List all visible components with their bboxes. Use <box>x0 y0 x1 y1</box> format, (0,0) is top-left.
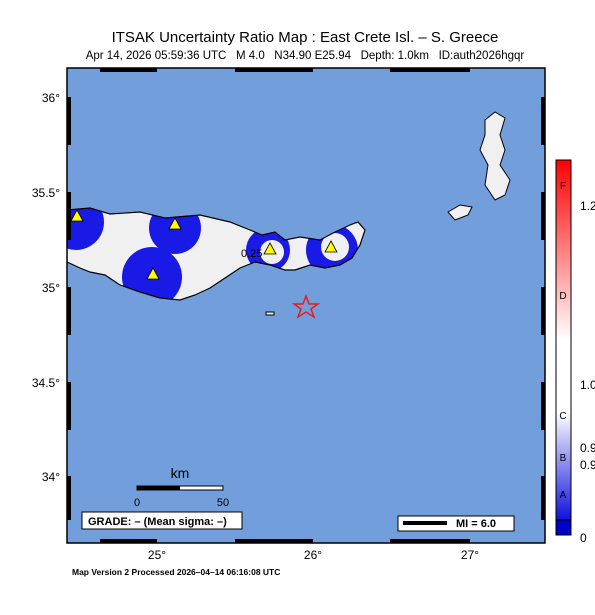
magnitude-box <box>397 515 515 532</box>
lat-labels: 36° 35.5° 35° 34.5° 34° <box>32 91 60 484</box>
grade-letter: F <box>560 181 566 192</box>
station <box>168 217 182 230</box>
lat-label: 34° <box>42 470 60 484</box>
grade-letter: C <box>559 411 566 422</box>
footer: Map Version 2 Processed 2026–04–14 06:16… <box>72 567 280 577</box>
colorbar-label: 0 <box>580 531 587 545</box>
grade-text: GRADE: – (Mean sigma: –) <box>88 516 227 528</box>
lat-label: 35.5° <box>32 186 60 200</box>
grade-box <box>81 511 243 530</box>
scale-label: 50 <box>217 497 229 509</box>
contour-label: 0.25 <box>241 248 262 260</box>
lon-labels: 25° 26° 27° <box>148 548 479 562</box>
lon-label: 25° <box>148 548 166 562</box>
colorbar-grades: F D C B A <box>559 181 566 501</box>
islet <box>265 311 275 316</box>
sea <box>67 68 545 543</box>
scale-label: 0 <box>134 497 140 509</box>
stations <box>70 209 338 280</box>
uncertainty-center <box>321 233 349 261</box>
grade-letter: A <box>560 490 567 501</box>
island <box>447 204 473 221</box>
frame-ticks <box>67 68 545 543</box>
grade-letter: D <box>559 291 566 302</box>
island <box>479 111 511 201</box>
lon-label: 27° <box>461 548 479 562</box>
lat-label: 36° <box>42 91 60 105</box>
lon-label: 26° <box>304 548 322 562</box>
lat-label: 35° <box>42 281 60 295</box>
station <box>146 267 160 280</box>
station <box>263 242 277 255</box>
epicenter <box>291 293 321 319</box>
colorbar-label: 1.0 <box>580 378 595 392</box>
colorbar-label: 1.2 <box>580 199 595 213</box>
subtitle: Apr 14, 2026 05:59:36 UTC M 4.0 N34.90 E… <box>86 50 525 62</box>
uncertainty-blob <box>67 208 104 250</box>
station <box>324 240 338 253</box>
scale-bar-fill <box>137 486 180 490</box>
colorbar-label: 0.9 <box>580 441 595 455</box>
lat-label: 34.5° <box>32 376 60 390</box>
station <box>70 209 84 222</box>
grade-letter: B <box>560 453 567 464</box>
scale-title: km <box>171 465 190 481</box>
colorbar-labels: 1.2 1.0 0.9 0.9 0 <box>580 199 595 545</box>
coastline <box>66 207 366 301</box>
colorbar <box>555 159 572 521</box>
colorbar-low <box>555 519 572 536</box>
magnitude-text: MI = 6.0 <box>456 518 496 530</box>
colorbar-label: 0.9 <box>580 458 595 472</box>
title: ITSAK Uncertainty Ratio Map : East Crete… <box>112 29 499 46</box>
